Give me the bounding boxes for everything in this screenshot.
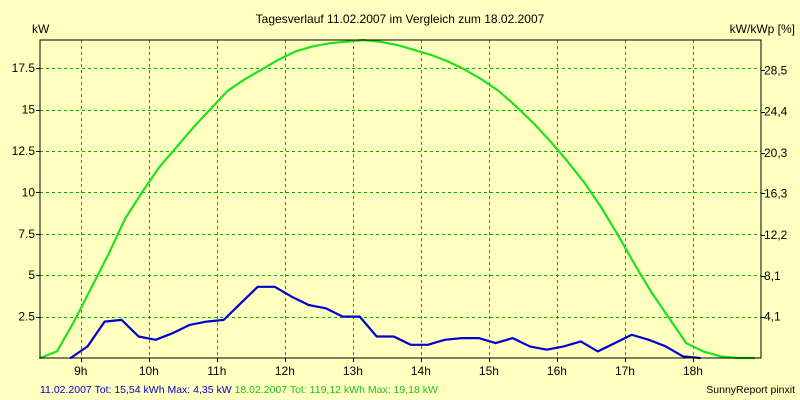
legend-series-1: 11.02.2007 Tot: 15,54 kWh Max: 4,35 kW 1… <box>40 384 438 396</box>
grid-layer <box>36 40 765 362</box>
y2-tick-label: 4,1 <box>764 310 781 324</box>
y-tick-label: 5 <box>28 268 35 282</box>
x-tick-label: 13h <box>343 364 363 378</box>
x-tick-label: 11h <box>207 364 226 378</box>
footer-credit: SunnyReport pinxit <box>706 384 795 396</box>
y-tick-label: 7.5 <box>18 227 35 241</box>
legend-series-2-text: 18.02.2007 Tot: 119,12 kWh Max: 19,18 kW <box>235 384 438 396</box>
x-tick-label: 17h <box>615 364 635 378</box>
x-tick-label: 12h <box>275 364 295 378</box>
y2-tick-label: 28,5 <box>764 63 788 77</box>
series-line-2 <box>38 38 756 360</box>
y-tick-label: 17.5 <box>12 61 36 75</box>
plot-frame <box>39 39 762 359</box>
y2-tick-label: 8,1 <box>764 269 781 283</box>
x-tick-label: 10h <box>139 364 159 378</box>
y-axis-label: kW <box>32 22 50 36</box>
label-layer: 9h 10h 11h 12h 13h 14h 15h 16h 17h 18h 2.5 5 7.5 10 12… <box>12 61 788 378</box>
x-tick-label: 18h <box>683 364 703 378</box>
y-tick-label: 10 <box>22 185 36 199</box>
x-tick-label: 14h <box>411 364 431 378</box>
series-line-1 <box>69 285 701 360</box>
y2-axis-label: kW/kWp [%] <box>730 22 795 36</box>
y-tick-label: 15 <box>22 103 36 117</box>
x-tick-label: 15h <box>479 364 499 378</box>
legend-series-1-text: 11.02.2007 Tot: 15,54 kWh Max: 4,35 kW <box>40 384 232 396</box>
y2-tick-label: 20,3 <box>764 146 788 160</box>
y2-tick-label: 12,2 <box>764 228 788 242</box>
y-tick-label: 2.5 <box>18 310 35 324</box>
x-tick-label: 16h <box>547 364 567 378</box>
y2-tick-label: 24,4 <box>764 105 788 119</box>
series-layer <box>38 38 756 360</box>
x-tick-label: 9h <box>74 364 87 378</box>
y-tick-label: 12.5 <box>12 144 36 158</box>
chart-title: Tagesverlauf 11.02.2007 im Vergleich zum… <box>256 12 545 26</box>
y2-tick-label: 16,3 <box>764 186 788 200</box>
